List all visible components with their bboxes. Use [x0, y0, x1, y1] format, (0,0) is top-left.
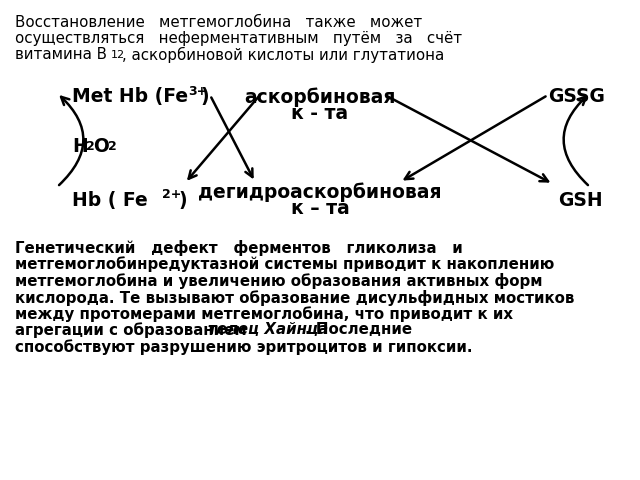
Text: 3+: 3+	[188, 85, 207, 98]
Text: H: H	[72, 137, 88, 156]
Text: дегидроаскорбиновая: дегидроаскорбиновая	[198, 182, 442, 202]
Text: Hb ( Fe: Hb ( Fe	[72, 191, 154, 210]
Text: GSH: GSH	[558, 191, 603, 210]
Text: телец Хайнца: телец Хайнца	[208, 323, 328, 337]
Text: ): )	[178, 191, 187, 210]
Text: кислорода. Те вызывают образование дисульфидных мостиков: кислорода. Те вызывают образование дисул…	[15, 289, 574, 305]
Text: ): )	[200, 87, 209, 106]
Text: Восстановление   метгемоглобина   также   может: Восстановление метгемоглобина также може…	[15, 15, 422, 30]
Text: O: O	[93, 137, 109, 156]
Text: осуществляться   неферментативным   путём   за   счёт: осуществляться неферментативным путём за…	[15, 31, 462, 46]
Text: к - та: к - та	[291, 104, 349, 123]
Text: аскорбиновая: аскорбиновая	[244, 87, 396, 107]
Text: GSSG: GSSG	[548, 87, 605, 106]
Text: метгемоглобинредуктазной системы приводит к накоплению: метгемоглобинредуктазной системы приводи…	[15, 256, 554, 272]
Text: . Последние: . Последние	[305, 323, 412, 337]
Text: 12: 12	[111, 50, 125, 60]
Text: между протомерами метгемоглобина, что приводит к их: между протомерами метгемоглобина, что пр…	[15, 306, 513, 322]
Text: способствуют разрушению эритроцитов и гипоксии.: способствуют разрушению эритроцитов и ги…	[15, 339, 472, 355]
Text: метгемоглобина и увеличению образования активных форм: метгемоглобина и увеличению образования …	[15, 273, 543, 289]
Text: 2: 2	[86, 140, 95, 153]
Text: Met Hb (Fe: Met Hb (Fe	[72, 87, 188, 106]
Text: агрегации с образованием: агрегации с образованием	[15, 323, 252, 338]
Text: 2: 2	[108, 140, 116, 153]
Text: 2+: 2+	[162, 188, 181, 201]
Text: витамина В: витамина В	[15, 47, 107, 62]
Text: к – та: к – та	[291, 199, 349, 218]
Text: Генетический   дефект   ферментов   гликолиза   и: Генетический дефект ферментов гликолиза …	[15, 240, 463, 256]
Text: , аскорбиновой кислоты или глутатиона: , аскорбиновой кислоты или глутатиона	[122, 47, 444, 63]
